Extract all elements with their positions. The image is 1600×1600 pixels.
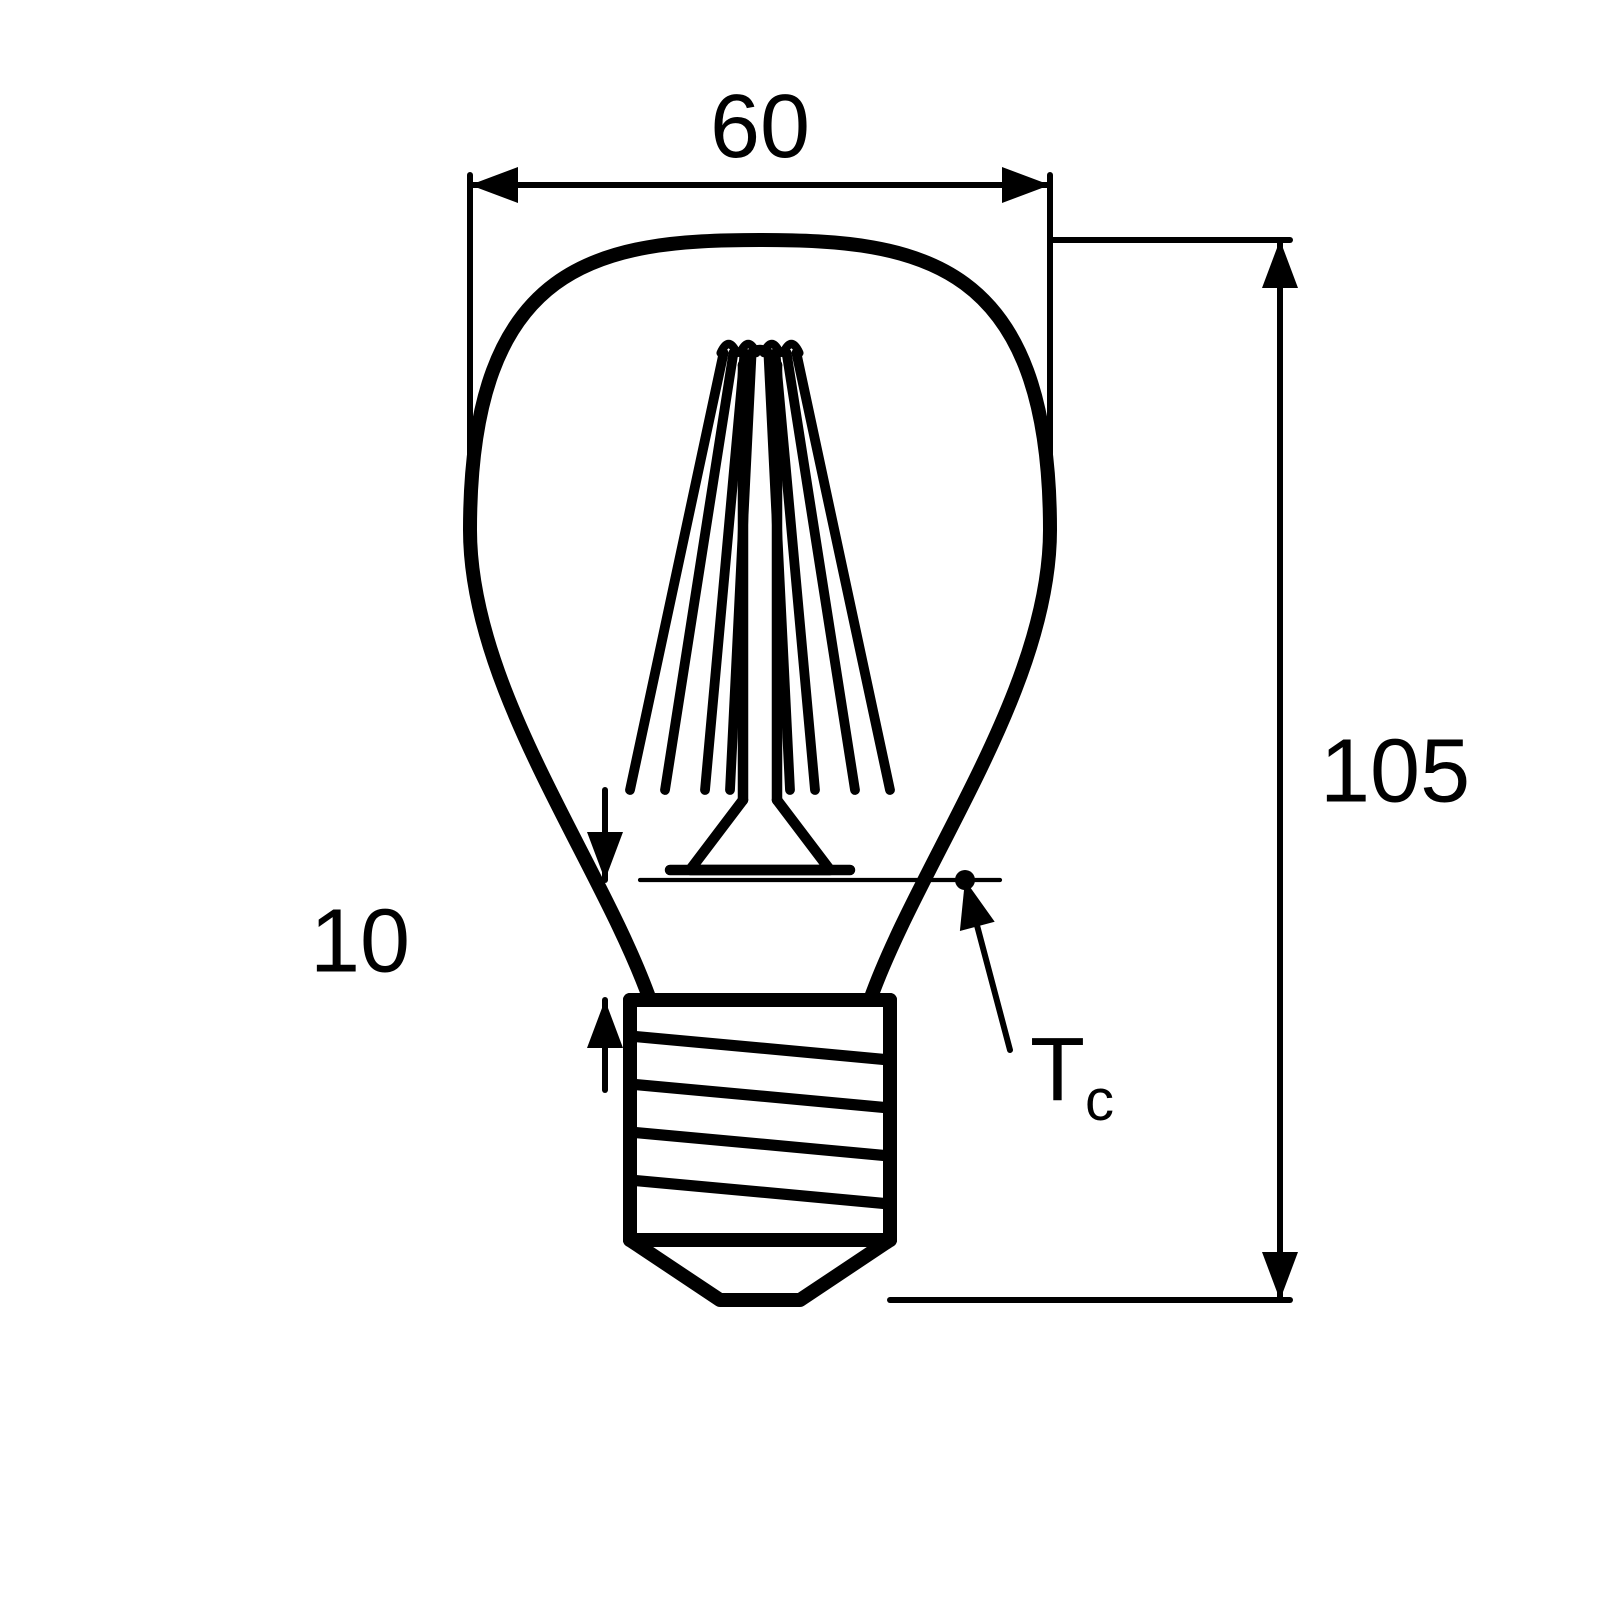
bulb-outline xyxy=(470,240,1050,1300)
tc-label: Tc xyxy=(1030,1020,1114,1133)
bulb-filaments xyxy=(630,344,890,870)
tc-marker: Tc xyxy=(955,870,1114,1133)
dimension-width-label: 60 xyxy=(710,77,810,177)
bulb-dimension-diagram: 60 105 10 Tc xyxy=(0,0,1600,1600)
dimension-width: 60 xyxy=(470,77,1050,530)
dimension-base-offset-label: 10 xyxy=(310,892,410,992)
dimension-height-label: 105 xyxy=(1320,722,1470,822)
